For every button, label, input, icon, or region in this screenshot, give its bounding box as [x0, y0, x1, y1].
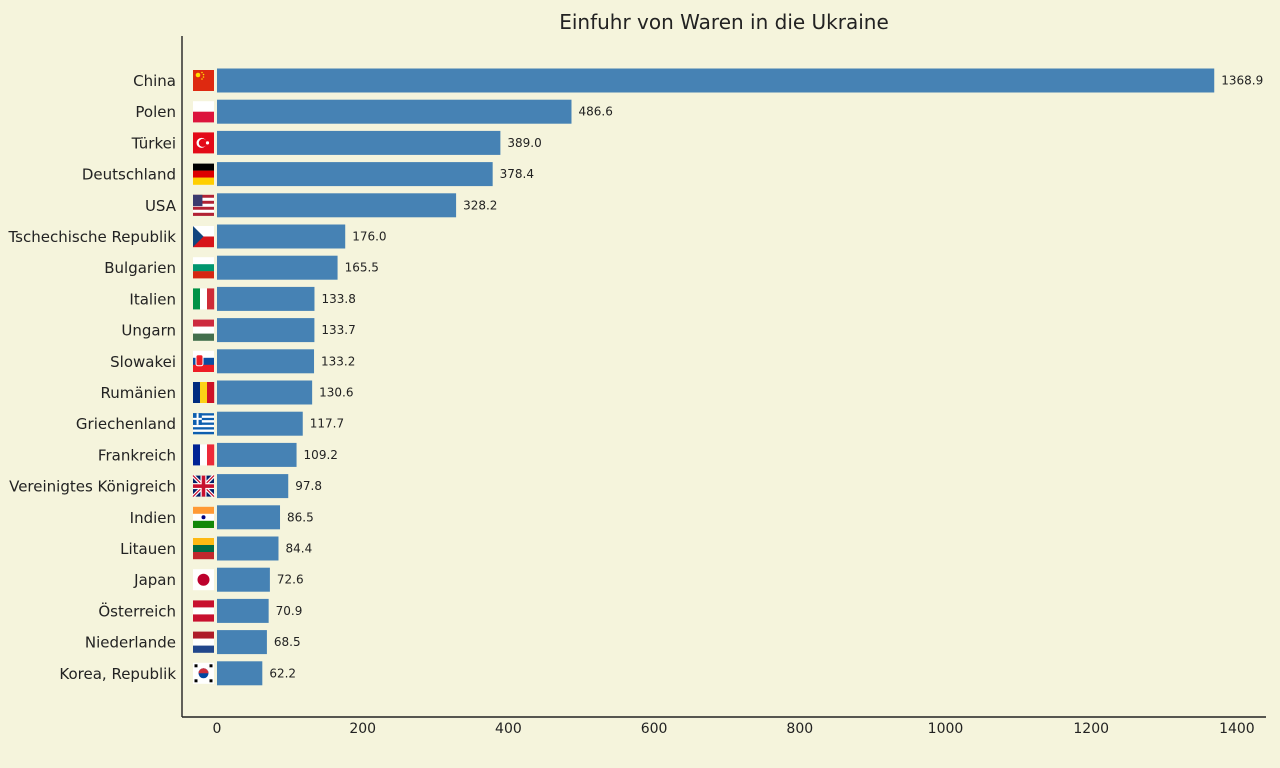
value-label: 109.2: [304, 448, 338, 462]
value-label: 133.2: [321, 354, 355, 368]
bar-8: [217, 318, 315, 343]
france-flag-icon: [193, 444, 215, 466]
value-label: 133.8: [321, 292, 355, 306]
x-tick-label: 400: [495, 721, 522, 737]
category-label: Tschechische Republik: [7, 228, 176, 246]
bar-14: [217, 505, 281, 530]
category-label: Österreich: [98, 601, 176, 620]
bar-11: [217, 411, 303, 436]
south-korea-flag-icon: [193, 662, 214, 684]
poland-flag-icon: [193, 101, 214, 123]
value-label: 68.5: [274, 635, 301, 649]
value-label: 486.6: [578, 105, 612, 119]
x-tick-label: 200: [349, 721, 376, 737]
austria-flag-icon: [193, 600, 214, 622]
flags-layer: [191, 70, 216, 684]
czech-republic-flag-icon: [193, 226, 214, 248]
turkey-flag-icon: [193, 132, 214, 154]
italy-flag-icon: [193, 288, 215, 310]
value-label: 70.9: [276, 604, 303, 618]
value-label: 62.2: [269, 666, 296, 680]
x-tick-label: 800: [786, 721, 813, 737]
value-label: 84.4: [285, 542, 312, 556]
slovakia-flag-icon: [193, 350, 214, 372]
bar-15: [217, 536, 279, 561]
bar-6: [217, 255, 338, 280]
bar-12: [217, 442, 297, 467]
x-tick-label: 1200: [1073, 721, 1109, 737]
value-label: 165.5: [345, 261, 379, 275]
value-label: 378.4: [500, 167, 534, 181]
value-label: 133.7: [321, 323, 355, 337]
bar-5: [217, 224, 346, 249]
x-tick-label: 1000: [928, 721, 964, 737]
category-label: Rumänien: [101, 384, 176, 402]
category-label: Niederlande: [85, 634, 176, 652]
bar-19: [217, 661, 263, 686]
greece-flag-icon: [193, 413, 214, 435]
usa-flag-icon: [193, 194, 214, 216]
labels-layer: China 1368.9 Polen 486.6 Türkei 389.0 Deutschl…: [7, 72, 1263, 683]
category-label: Italien: [129, 290, 176, 308]
value-label: 86.5: [287, 510, 314, 524]
category-label: Bulgarien: [104, 259, 176, 277]
category-label: Slowakei: [110, 353, 176, 371]
japan-flag-icon: [193, 569, 214, 591]
value-label: 97.8: [295, 479, 322, 493]
bar-3: [217, 162, 493, 187]
bar-17: [217, 598, 269, 623]
romania-flag-icon: [193, 382, 215, 403]
bar-16: [217, 567, 270, 592]
india-flag-icon: [193, 506, 214, 528]
category-label: Japan: [133, 571, 176, 589]
bar-2: [217, 130, 501, 155]
bar-1: [217, 99, 572, 124]
netherlands-flag-icon: [193, 631, 214, 653]
hungary-flag-icon: [193, 319, 214, 341]
bulgaria-flag-icon: [193, 257, 214, 279]
category-label: China: [133, 72, 176, 90]
category-label: Indien: [130, 509, 176, 527]
value-label: 117.7: [310, 417, 344, 431]
x-tick-label: 0: [213, 721, 222, 737]
china-flag-icon: [193, 70, 214, 91]
value-label: 389.0: [507, 136, 541, 150]
value-label: 1368.9: [1221, 74, 1263, 88]
bar-7: [217, 286, 315, 311]
bar-18: [217, 630, 267, 655]
category-label: Türkei: [131, 134, 176, 152]
category-label: Deutschland: [82, 166, 176, 184]
category-label: Frankreich: [98, 446, 176, 464]
value-label: 130.6: [319, 386, 353, 400]
united-kingdom-flag-icon: [191, 474, 216, 498]
bar-10: [217, 380, 313, 405]
bar-4: [217, 193, 457, 218]
x-tick-label: 1400: [1219, 721, 1255, 737]
x-tick-label: 600: [641, 721, 668, 737]
x-ticks-layer: 0 200 400 600 800 1000 1200 1400: [213, 721, 1255, 737]
bar-9: [217, 349, 315, 374]
bars-layer: [217, 68, 1215, 686]
value-label: 176.0: [352, 230, 386, 244]
category-label: Litauen: [120, 540, 176, 558]
category-label: Ungarn: [121, 322, 176, 340]
category-label: Korea, Republik: [59, 665, 176, 683]
category-label: USA: [145, 197, 177, 215]
germany-flag-icon: [193, 163, 214, 185]
bar-0: [217, 68, 1215, 93]
category-label: Polen: [135, 103, 176, 121]
bar-13: [217, 474, 289, 499]
value-label: 72.6: [277, 573, 304, 587]
category-label: Vereinigtes Königreich: [9, 478, 176, 496]
chart-title: Einfuhr von Waren in die Ukraine: [559, 10, 889, 34]
value-label: 328.2: [463, 198, 497, 212]
category-label: Griechenland: [76, 415, 176, 433]
lithuania-flag-icon: [193, 538, 214, 560]
